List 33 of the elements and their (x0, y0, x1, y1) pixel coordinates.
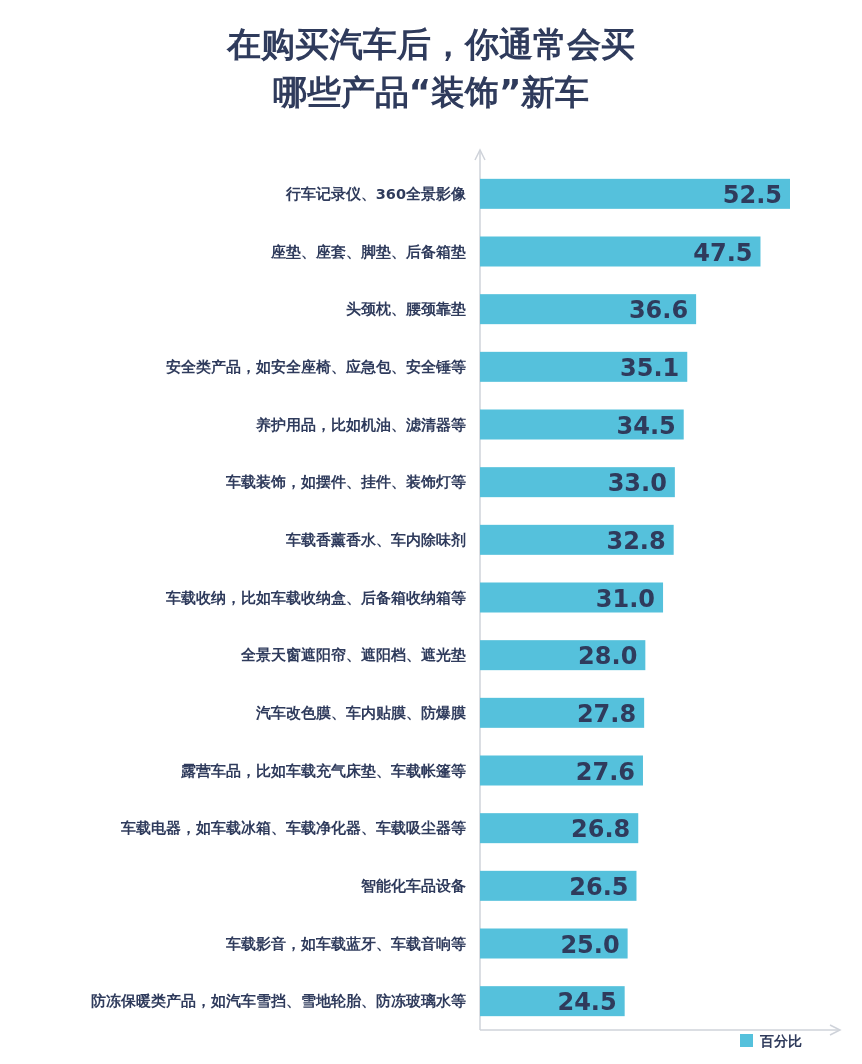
y-tick-label: 车载电器，如车载冰箱、车载净化器、车载吸尘器等 (120, 819, 466, 837)
data-label: 25.0 (560, 930, 620, 959)
y-tick-label: 车载影音，如车载蓝牙、车载音响等 (225, 934, 466, 952)
y-tick-label: 防冻保暖类产品，如汽车雪挡、雪地轮胎、防冻玻璃水等 (91, 992, 466, 1010)
data-label: 32.8 (606, 526, 666, 555)
data-label: 27.6 (575, 757, 635, 786)
legend-label: 百分比 (759, 1033, 802, 1049)
data-label: 27.8 (576, 699, 637, 728)
y-tick-label: 安全类产品，如安全座椅、应急包、安全锤等 (166, 357, 466, 375)
data-label: 28.0 (578, 642, 638, 671)
data-label: 34.5 (616, 411, 676, 440)
data-label: 26.8 (571, 815, 631, 844)
data-label: 26.5 (569, 872, 629, 901)
title: 哪些产品“装饰”新车 (272, 72, 590, 112)
data-label: 36.6 (628, 296, 689, 325)
data-label: 35.1 (620, 353, 680, 382)
title: 在购买汽车后，你通常会买 (227, 24, 635, 64)
data-label: 24.5 (557, 988, 617, 1017)
y-tick-label: 汽车改色膜、车内贴膜、防爆膜 (255, 703, 466, 721)
y-tick-label: 养护用品，比如机油、滤清器等 (255, 415, 466, 433)
data-label: 52.5 (722, 180, 782, 209)
y-tick-label: 露营车品，比如车载充气床垫、车载帐篷等 (180, 761, 466, 779)
y-tick-label: 车载香薰香水、车内除味剂 (285, 530, 466, 548)
y-tick-label: 座垫、座套、脚垫、后备箱垫 (270, 242, 466, 260)
y-tick-label: 车载装饰，如摆件、挂件、装饰灯等 (225, 473, 466, 491)
y-tick-label: 头颈枕、腰颈靠垫 (346, 301, 466, 318)
y-tick-label: 智能化车品设备 (360, 876, 466, 894)
y-tick-label: 车载收纳，比如车载收纳盒、后备箱收纳箱等 (165, 588, 466, 606)
y-tick-label: 行车记录仪、360全景影像 (284, 184, 467, 202)
y-tick-label: 全景天窗遮阳帘、遮阳档、遮光垫 (240, 646, 466, 664)
data-label: 47.5 (693, 238, 753, 267)
data-label: 31.0 (595, 584, 656, 613)
data-label: 33.0 (607, 469, 667, 498)
